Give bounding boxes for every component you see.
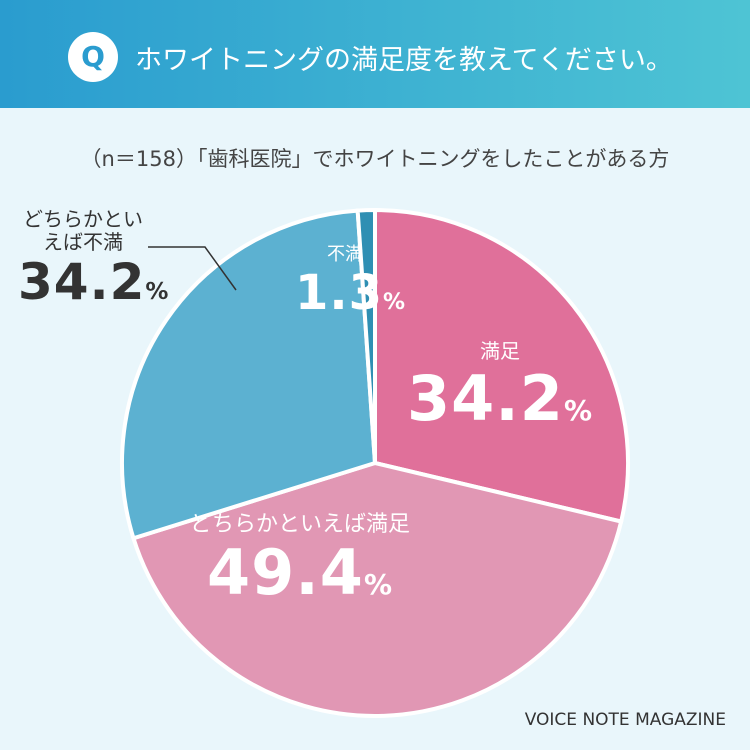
pie-slice	[355, 207, 377, 464]
chart-title: ホワイトニングの満足度を教えてください。	[135, 45, 673, 76]
value-label: 34.2%	[18, 253, 170, 311]
category-label: どちらかといえば満足	[189, 512, 410, 537]
value-label: 34.2%	[406, 362, 594, 435]
subtitle: （n＝158）「歯科医院」でホワイトニングをしたことがある方	[80, 147, 670, 171]
value-label: 1.3%	[295, 264, 407, 321]
title-badge: Q	[68, 32, 118, 82]
leader-line	[148, 246, 237, 291]
category-label: どちらかといえば不満	[23, 207, 143, 254]
slice-label: 不満 1.3%	[295, 244, 407, 321]
category-label: 不満	[327, 244, 363, 265]
pie-slice	[130, 460, 624, 718]
header: Q ホワイトニングの満足度を教えてください。	[0, 0, 750, 108]
value-label: 49.4%	[206, 536, 394, 610]
pie-slice	[373, 207, 630, 524]
slice-label: どちらかといえば満足 49.4%	[150, 512, 450, 609]
slice-label: どちらかといえば不満 34.2%	[18, 207, 170, 312]
pie-slice	[120, 208, 378, 541]
source: VOICE NOTE MAGAZINE	[524, 710, 726, 730]
category-label: 満足	[480, 339, 520, 363]
slice-label: 満足 34.2%	[400, 339, 600, 435]
